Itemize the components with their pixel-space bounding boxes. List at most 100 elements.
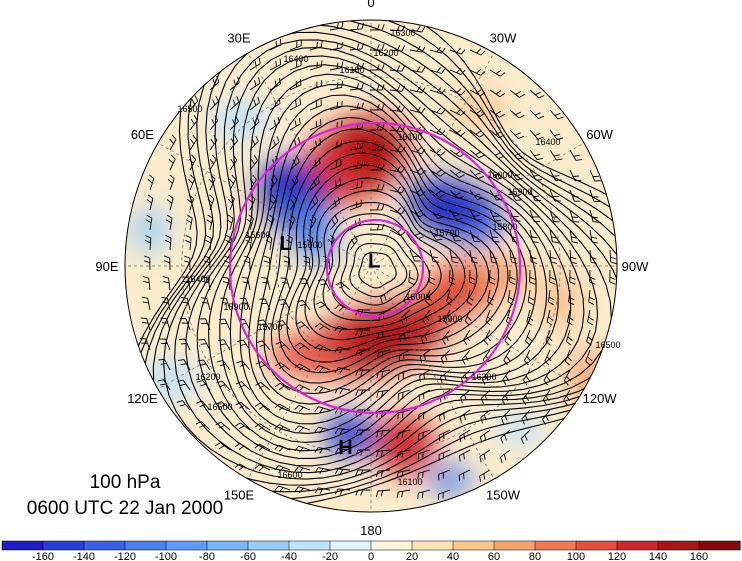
wind-barb [167, 174, 175, 191]
wind-barb [469, 48, 486, 56]
wind-barb [177, 379, 191, 391]
longitude-label: 60E [131, 127, 154, 142]
wind-barb [449, 229, 462, 242]
wind-barb [417, 489, 431, 500]
wind-barb [355, 469, 371, 476]
wind-barb [569, 209, 580, 223]
wind-barb [489, 229, 500, 243]
meridian-line [157, 142, 372, 267]
wind-barb [274, 444, 291, 452]
wind-barb [294, 363, 311, 371]
wind-barb [549, 129, 564, 141]
wind-barb [524, 349, 531, 366]
wind-barb [241, 276, 251, 291]
wind-barb [569, 149, 583, 161]
wind-barb [369, 223, 385, 231]
colorbar-label: -120 [114, 551, 136, 561]
wind-barb [542, 389, 551, 406]
wind-barb [142, 276, 151, 291]
wind-barb [443, 309, 451, 326]
pressure-system-marker: L [368, 251, 380, 273]
wind-barb [309, 176, 320, 191]
wind-barb [449, 189, 465, 200]
wind-barb [289, 78, 302, 91]
contour-label: 15600 [297, 240, 322, 250]
contour-label: 16100 [339, 65, 364, 75]
wind-barb [398, 349, 411, 362]
contour-line [278, 152, 500, 374]
wind-barb [543, 369, 551, 386]
wind-barb [274, 403, 291, 411]
wind-barb [329, 81, 343, 91]
wind-barb [429, 148, 446, 156]
contour-label: 16400 [535, 137, 560, 147]
wind-barb [349, 62, 364, 71]
wind-barb [289, 59, 302, 71]
wind-barb [389, 207, 406, 215]
colorbar-swatch [288, 540, 331, 551]
wind-barb [203, 255, 211, 271]
reference-circles [228, 121, 522, 415]
wind-barb [216, 359, 231, 371]
wind-barb [202, 276, 211, 291]
wind-barb [439, 369, 451, 384]
wind-barb [209, 76, 220, 91]
wind-barb [409, 188, 426, 196]
wind-barb [480, 389, 491, 404]
anomaly-region [325, 413, 375, 457]
wind-barb [469, 189, 484, 200]
wind-barb [483, 329, 491, 346]
wind-barb [259, 298, 271, 311]
wind-barb [274, 424, 291, 432]
wind-barb [256, 340, 271, 351]
colorbar-swatch [493, 540, 536, 551]
wind-barb [422, 309, 431, 325]
wind-barb [489, 209, 502, 222]
wind-barb [542, 409, 551, 425]
wind-barb [314, 365, 331, 373]
wind-barb [269, 58, 282, 71]
wind-barb [314, 385, 331, 393]
wind-barb [409, 167, 426, 175]
contour-line [263, 128, 518, 395]
wind-barb [186, 214, 193, 231]
wind-barb [355, 389, 371, 396]
wind-barb [549, 109, 564, 120]
wind-barb [267, 214, 275, 231]
wind-barb [526, 309, 534, 326]
colorbar-swatch [83, 540, 126, 551]
wind-barb [609, 269, 616, 285]
wind-barb [440, 349, 451, 364]
colorbar-label: 120 [608, 551, 626, 561]
wind-barb [334, 387, 351, 395]
wind-barb [218, 318, 231, 331]
contour-label: 16100 [397, 132, 422, 142]
contour-line [304, 190, 466, 341]
wind-barb [479, 429, 491, 444]
wind-barb [438, 429, 451, 442]
wind-barb [549, 209, 560, 223]
colorbar-label: 20 [406, 551, 418, 561]
wind-barb [269, 116, 281, 131]
outer-reference-circle [228, 121, 522, 415]
wind-barb [254, 464, 271, 472]
wind-barb [261, 277, 271, 291]
wind-barb [489, 149, 505, 160]
wind-barb [294, 486, 311, 494]
wind-barb [355, 329, 371, 336]
wind-barb [446, 289, 453, 306]
wind-barb [389, 166, 406, 173]
wind-barb [294, 342, 311, 351]
contour-line [358, 252, 397, 289]
longitude-label: 120E [127, 391, 158, 406]
wind-barb [349, 42, 365, 51]
wind-barb [376, 449, 391, 458]
wind-barb [479, 469, 491, 483]
wind-barbs [139, 22, 617, 501]
wind-barb [168, 154, 176, 171]
wind-barb [239, 298, 251, 311]
wind-barb [419, 349, 431, 363]
wind-barb [389, 65, 406, 72]
wind-barb [269, 97, 281, 111]
wind-barb [418, 409, 431, 421]
